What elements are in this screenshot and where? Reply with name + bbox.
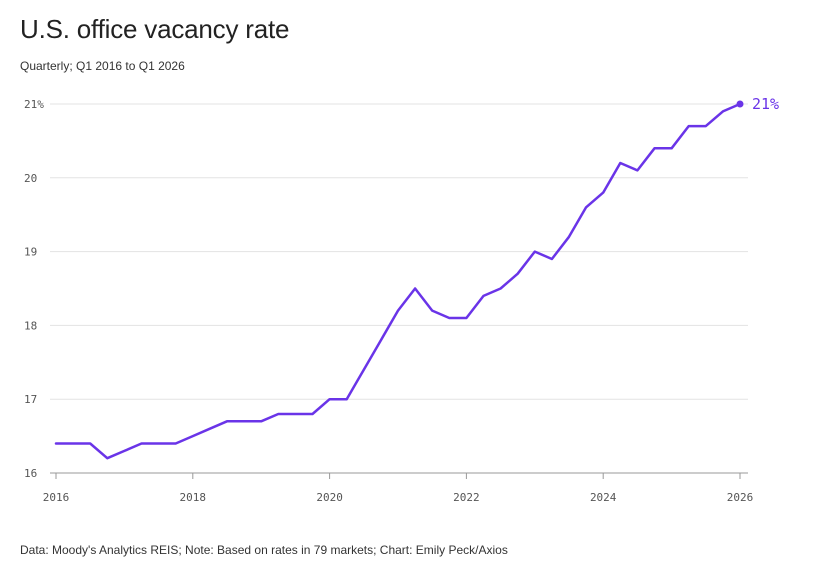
y-tick-label: 16 (24, 467, 37, 480)
x-tick-label: 2026 (727, 491, 754, 504)
data-labels: 21% (752, 95, 779, 113)
chart-title: U.S. office vacancy rate (20, 14, 290, 44)
y-tick-label: 17 (24, 393, 37, 406)
y-tick-label: 21% (24, 98, 44, 111)
x-tick-label: 2016 (43, 491, 70, 504)
y-tick-label: 20 (24, 172, 37, 185)
gridlines (50, 103, 748, 474)
series (54, 100, 744, 460)
source-note: Data: Moody's Analytics REIS; Note: Base… (20, 543, 508, 557)
x-tick-label: 2018 (180, 491, 207, 504)
y-tick-label: 18 (24, 319, 37, 332)
y-tick-label: 19 (24, 246, 37, 259)
x-tick-label: 2024 (590, 491, 617, 504)
vacancy-rate-line (54, 102, 742, 460)
end-value-label: 21% (752, 95, 779, 113)
x-tick-label: 2020 (316, 491, 343, 504)
chart-subtitle: Quarterly; Q1 2016 to Q1 2026 (20, 59, 185, 73)
x-tick-label: 2022 (453, 491, 480, 504)
end-point-marker (736, 100, 744, 108)
line-chart: 16 17 18 19 20 21% 2016 2018 2020 2022 2024 2026 21… (24, 95, 779, 504)
axes: 16 17 18 19 20 21% 2016 2018 2020 2022 2024 2026 (24, 98, 753, 504)
